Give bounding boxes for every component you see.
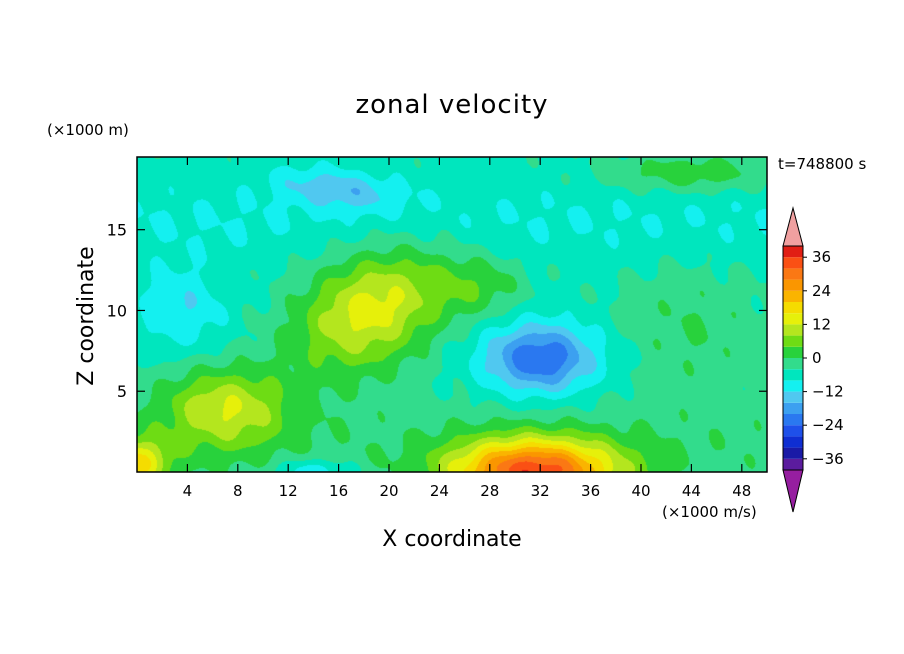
- colorbar-band: [783, 246, 803, 258]
- colorbar-tick-label: 0: [812, 349, 822, 367]
- colorbar-tick-label: −24: [812, 416, 844, 434]
- x-tick-label: 40: [631, 482, 650, 500]
- colorbar-band: [783, 313, 803, 325]
- colorbar-tick-label: −36: [812, 450, 844, 468]
- colorbar-tick-label: 24: [812, 282, 831, 300]
- colorbar-tick-label: 36: [812, 248, 831, 266]
- colorbar-band: [783, 268, 803, 280]
- y-tick-label: 5: [117, 382, 127, 401]
- colorbar-band: [783, 402, 803, 414]
- x-tick-label: 12: [279, 482, 298, 500]
- colorbar-band: [783, 391, 803, 403]
- x-tick-label: 24: [430, 482, 449, 500]
- x-axis-label: X coordinate: [382, 527, 521, 552]
- colorbar-over-triangle: [782, 206, 804, 247]
- x-tick-label: 16: [329, 482, 348, 500]
- colorbar-band: [783, 369, 803, 381]
- x-tick-label: 8: [233, 482, 243, 500]
- heatmap-holder: [137, 157, 767, 472]
- time-label: t=748800 s: [778, 155, 866, 173]
- colorbar-band: [783, 324, 803, 336]
- colorbar-band: [783, 346, 803, 358]
- colorbar-band: [783, 425, 803, 437]
- y-axis-unit: (×1000 m): [47, 121, 129, 139]
- colorbar-band: [783, 358, 803, 370]
- x-tick-label: 44: [682, 482, 701, 500]
- colorbar-tick-label: 12: [812, 315, 831, 333]
- y-tick-label: 10: [107, 301, 127, 320]
- plot-frame: [136, 156, 768, 473]
- y-axis-label: Z coordinate: [74, 246, 99, 385]
- x-tick-label: 48: [732, 482, 751, 500]
- chart-title: zonal velocity: [355, 90, 548, 120]
- colorbar-band: [783, 302, 803, 314]
- x-tick-label: 4: [183, 482, 193, 500]
- heatmap-canvas: [137, 157, 767, 472]
- colorbar-band: [783, 458, 803, 470]
- colorbar-band: [783, 290, 803, 302]
- colorbar-under-triangle: [782, 469, 804, 513]
- colorbar: 36 24 12 0 −12 −24 −36: [782, 206, 844, 513]
- x-axis-ticks: 4 8 12 16 20 24 28 32 36 40 44 48: [183, 157, 751, 500]
- colorbar-band: [783, 436, 803, 448]
- colorbar-band: [783, 335, 803, 347]
- colorbar-band: [783, 257, 803, 269]
- colorbar-band: [783, 380, 803, 392]
- x-tick-label: 32: [531, 482, 550, 500]
- x-tick-label: 28: [480, 482, 499, 500]
- x-axis-unit: (×1000 m/s): [662, 503, 757, 521]
- colorbar-band: [783, 279, 803, 291]
- y-axis-ticks: 5 10 15: [107, 221, 767, 401]
- colorbar-band: [783, 447, 803, 459]
- colorbar-band: [783, 414, 803, 426]
- y-tick-label: 15: [107, 221, 127, 240]
- colorbar-tick-label: −12: [812, 383, 844, 401]
- x-tick-label: 20: [379, 482, 398, 500]
- x-tick-label: 36: [581, 482, 600, 500]
